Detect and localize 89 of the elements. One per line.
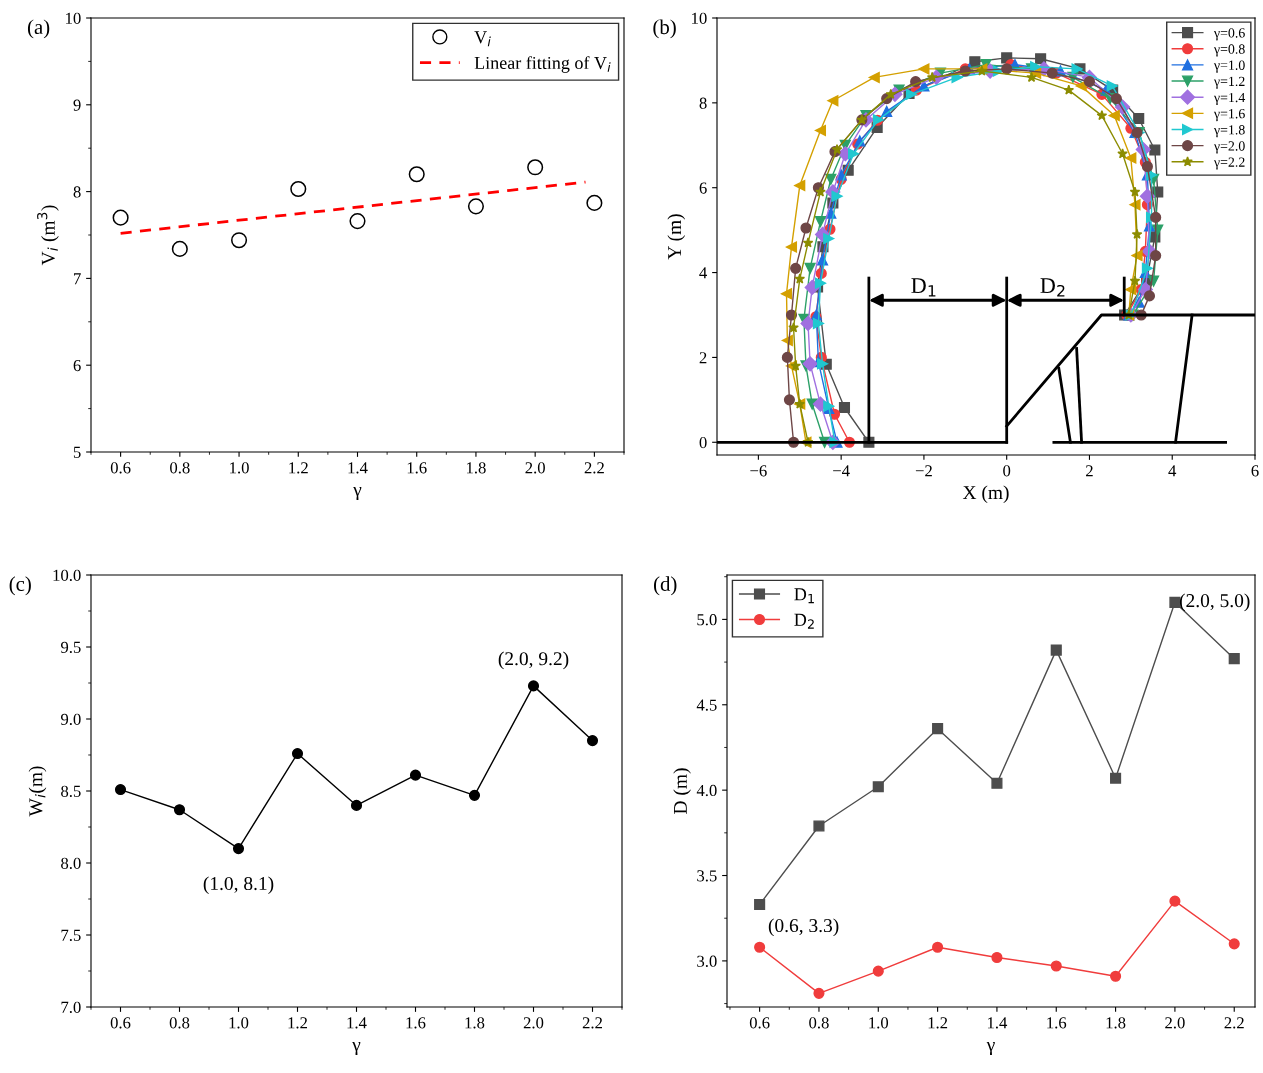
x-tick-label: 6: [1251, 465, 1259, 477]
y-tick-label: 8.5: [61, 785, 81, 798]
y-axis-title: V$_{i}$ (m$^{3}$): [37, 205, 59, 266]
text: (d): [653, 576, 677, 596]
y-tick-label: 4: [699, 267, 708, 279]
x-tick-label: 2.0: [523, 1017, 544, 1029]
x-tick-label: 1.8: [466, 462, 486, 474]
x-tick-label: 1.4: [347, 1017, 367, 1029]
y-axis-title: Y (m): [667, 214, 686, 260]
x-axis-title: X (m): [962, 485, 1009, 504]
annotation: D$_{2}$: [1040, 278, 1065, 297]
legend-label: γ=1.2: [1213, 76, 1245, 89]
y-tick-label: 6: [73, 359, 81, 372]
legend-label: V$_{i}$: [474, 31, 491, 47]
y-tick-label: 0: [699, 436, 707, 449]
legend-label: D$_{1}$: [794, 588, 814, 604]
text: (b): [653, 19, 676, 39]
x-tick-label: 1.0: [869, 1017, 889, 1029]
y-tick-label: 10: [66, 12, 81, 24]
y-tick-label: 10.0: [53, 569, 81, 582]
y-tick-label: 9.5: [60, 641, 81, 654]
x-tick-label: 1.8: [465, 1017, 485, 1029]
legend-label: γ=1.0: [1213, 60, 1245, 73]
x-tick-label: 1.0: [229, 1017, 249, 1029]
x-tick-label: −4: [833, 465, 850, 477]
x-axis-title: γ: [353, 486, 362, 501]
text: (a): [27, 19, 50, 39]
x-tick-label: 0.8: [809, 1017, 829, 1029]
y-axis-title: D (m): [673, 768, 691, 814]
x-axis-title: γ: [352, 1041, 361, 1056]
x-tick-label: 1.6: [407, 462, 427, 474]
y-tick-label: 7.0: [61, 1001, 81, 1014]
x-tick-label: 1.6: [1047, 1017, 1067, 1029]
y-tick-label: 4.0: [696, 784, 717, 797]
legend-label: Linear fitting of V$_{i}$: [474, 56, 611, 73]
y-tick-label: 9.0: [60, 713, 81, 726]
annotation: (0.6, 3.3): [768, 918, 839, 937]
y-tick-label: 8.0: [61, 857, 81, 870]
x-tick-label: 1.6: [406, 1017, 426, 1029]
y-tick-label: 3.5: [697, 870, 717, 882]
legend-label: γ=1.4: [1213, 92, 1246, 106]
x-tick-label: 2.2: [1224, 1017, 1244, 1029]
x-tick-label: 1.2: [289, 462, 308, 474]
text: (c): [9, 576, 31, 596]
legend-label: γ=1.6: [1213, 109, 1245, 122]
y-tick-label: 3.0: [697, 955, 717, 967]
x-tick-label: 0.6: [749, 1017, 770, 1029]
x-tick-label: −6: [750, 465, 767, 477]
legend-label: γ=0.6: [1213, 28, 1245, 41]
y-tick-label: 5.0: [697, 614, 717, 626]
x-tick-label: 1.4: [348, 462, 368, 474]
y-tick-label: 5: [73, 446, 81, 458]
annotation: (1.0, 8.1): [203, 876, 274, 895]
annotation: (2.0, 5.0): [1179, 593, 1250, 612]
y-tick-label: 4.5: [696, 699, 717, 711]
x-tick-label: 1.2: [928, 1017, 948, 1029]
legend-label: γ=1.8: [1213, 125, 1245, 138]
y-tick-label: 7.5: [61, 929, 81, 942]
legend-label: γ=0.8: [1213, 44, 1245, 57]
x-tick-label: 2.0: [525, 462, 545, 474]
x-tick-label: 1.0: [230, 462, 249, 474]
legend-label: D$_{2}$: [794, 613, 814, 629]
x-axis-title: γ: [986, 1041, 995, 1056]
x-tick-label: 1.8: [1106, 1017, 1126, 1029]
y-tick-label: 2: [699, 352, 707, 364]
x-tick-label: 1.4: [987, 1017, 1008, 1029]
x-tick-label: 2.0: [1165, 1017, 1185, 1029]
x-tick-label: 2: [1086, 465, 1093, 477]
y-tick-label: 10: [692, 12, 707, 24]
annotation: D$_{1}$: [911, 278, 936, 297]
x-tick-label: 1.2: [288, 1017, 307, 1029]
legend-label: γ=2.2: [1213, 157, 1245, 170]
y-tick-label: 8: [699, 97, 707, 109]
x-tick-label: 2.2: [582, 1017, 602, 1029]
x-tick-label: 0.8: [169, 1017, 190, 1029]
y-tick-label: 7: [74, 273, 81, 285]
x-tick-label: 4: [1168, 465, 1177, 477]
y-tick-label: 9: [73, 99, 81, 111]
y-axis-title: W$_{i}$(m): [28, 766, 47, 817]
x-tick-label: 0: [1003, 465, 1011, 477]
y-tick-label: 6: [699, 182, 707, 194]
y-tick-label: 8: [73, 186, 81, 198]
x-tick-label: 0.8: [170, 462, 190, 474]
annotation: (2.0, 9.2): [498, 651, 569, 670]
x-tick-label: 2.2: [584, 462, 604, 474]
x-tick-label: −2: [915, 465, 932, 477]
legend-label: γ=2.0: [1213, 141, 1245, 154]
x-tick-label: 0.6: [110, 1017, 131, 1029]
x-tick-label: 0.6: [110, 462, 131, 474]
